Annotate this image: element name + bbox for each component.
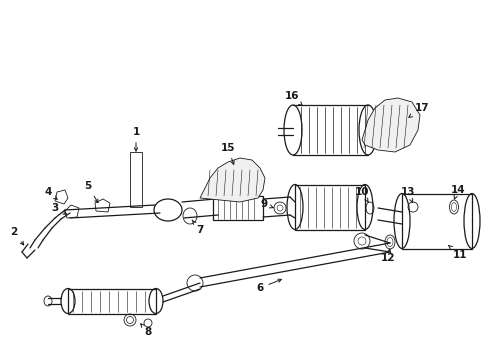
Text: 17: 17 — [408, 103, 428, 117]
Text: 12: 12 — [380, 249, 394, 263]
Text: 6: 6 — [256, 279, 281, 293]
Text: 11: 11 — [447, 246, 467, 260]
Text: 9: 9 — [260, 199, 273, 209]
Text: 15: 15 — [220, 143, 235, 165]
Bar — [401, 194, 471, 249]
Text: 10: 10 — [354, 187, 368, 202]
Text: 5: 5 — [84, 181, 98, 203]
Text: 3: 3 — [51, 203, 66, 214]
Text: 14: 14 — [450, 185, 465, 199]
Text: 13: 13 — [400, 187, 414, 202]
Text: 7: 7 — [192, 220, 203, 235]
Text: 2: 2 — [10, 227, 23, 245]
Bar — [68, 289, 156, 314]
Polygon shape — [361, 98, 419, 152]
Bar — [213, 196, 263, 220]
Text: 4: 4 — [44, 187, 57, 199]
Polygon shape — [200, 158, 264, 202]
Text: 8: 8 — [141, 324, 151, 337]
Text: 16: 16 — [284, 91, 302, 106]
Text: 1: 1 — [132, 127, 140, 151]
Bar — [130, 152, 142, 207]
Bar — [294, 185, 364, 230]
